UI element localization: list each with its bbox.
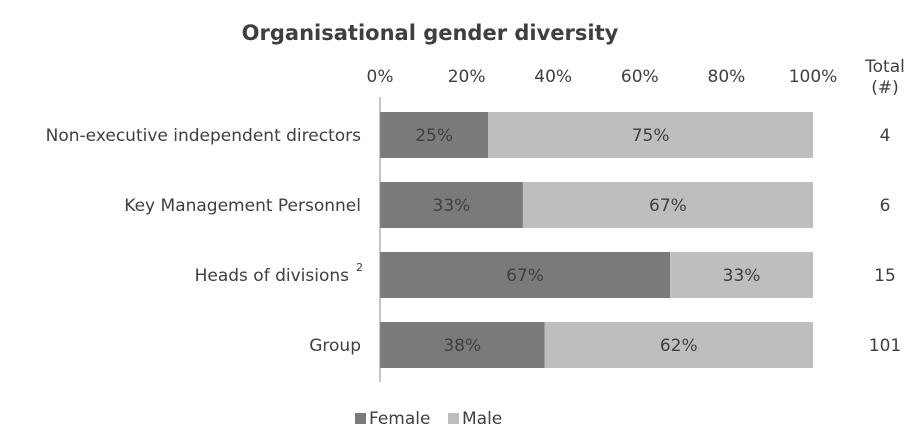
x-tick-label: 0% — [367, 67, 394, 87]
bar-female — [380, 182, 523, 228]
bar-female — [380, 322, 545, 368]
bar-male — [544, 322, 813, 368]
category-labels: Non-executive independent directors Key M… — [46, 126, 363, 356]
legend: Female Male — [355, 409, 502, 428]
bar-male — [670, 252, 813, 298]
total-value: 6 — [880, 196, 891, 216]
total-value: 4 — [880, 126, 891, 146]
bar-value-label: 62% — [660, 336, 698, 356]
bar-value-label: 67% — [506, 266, 544, 286]
category-superscript: 2 — [356, 261, 363, 274]
x-tick-label: 80% — [708, 67, 746, 87]
bar-value-label: 33% — [723, 266, 761, 286]
x-tick-label: 20% — [448, 67, 486, 87]
bar-value-label: 38% — [443, 336, 481, 356]
legend-label: Male — [462, 409, 502, 428]
category-label: Key Management Personnel — [124, 196, 361, 216]
bar-value-label: 75% — [632, 126, 670, 146]
bars: 25% 75% 33% 67% 67% 33% 38% 62% — [380, 112, 813, 368]
bar-value-label: 33% — [433, 196, 471, 216]
total-value: 15 — [874, 266, 896, 286]
bar-male — [488, 112, 813, 158]
legend-swatch-male — [448, 413, 459, 424]
legend-label: Female — [369, 409, 430, 428]
x-axis: 0% 20% 40% 60% 80% 100% — [367, 67, 838, 87]
category-label: Heads of divisions — [195, 266, 350, 286]
bar-value-label: 25% — [415, 126, 453, 146]
x-tick-label: 100% — [789, 67, 838, 87]
chart-title: Organisational gender diversity — [242, 21, 619, 45]
category-label: Group — [309, 336, 361, 356]
category-label: Non-executive independent directors — [46, 126, 361, 146]
bar-female — [380, 112, 489, 158]
total-value: 101 — [869, 336, 901, 356]
totals: 4 6 15 101 — [869, 126, 901, 356]
bar-male — [522, 182, 813, 228]
bar-female — [380, 252, 671, 298]
legend-swatch-female — [355, 413, 366, 424]
x-tick-label: 60% — [621, 67, 659, 87]
x-tick-label: 40% — [534, 67, 572, 87]
total-header-label: Total — [864, 57, 905, 77]
total-header: Total(#) — [864, 57, 905, 98]
total-header-label: (#) — [871, 78, 899, 98]
bar-value-label: 67% — [649, 196, 687, 216]
